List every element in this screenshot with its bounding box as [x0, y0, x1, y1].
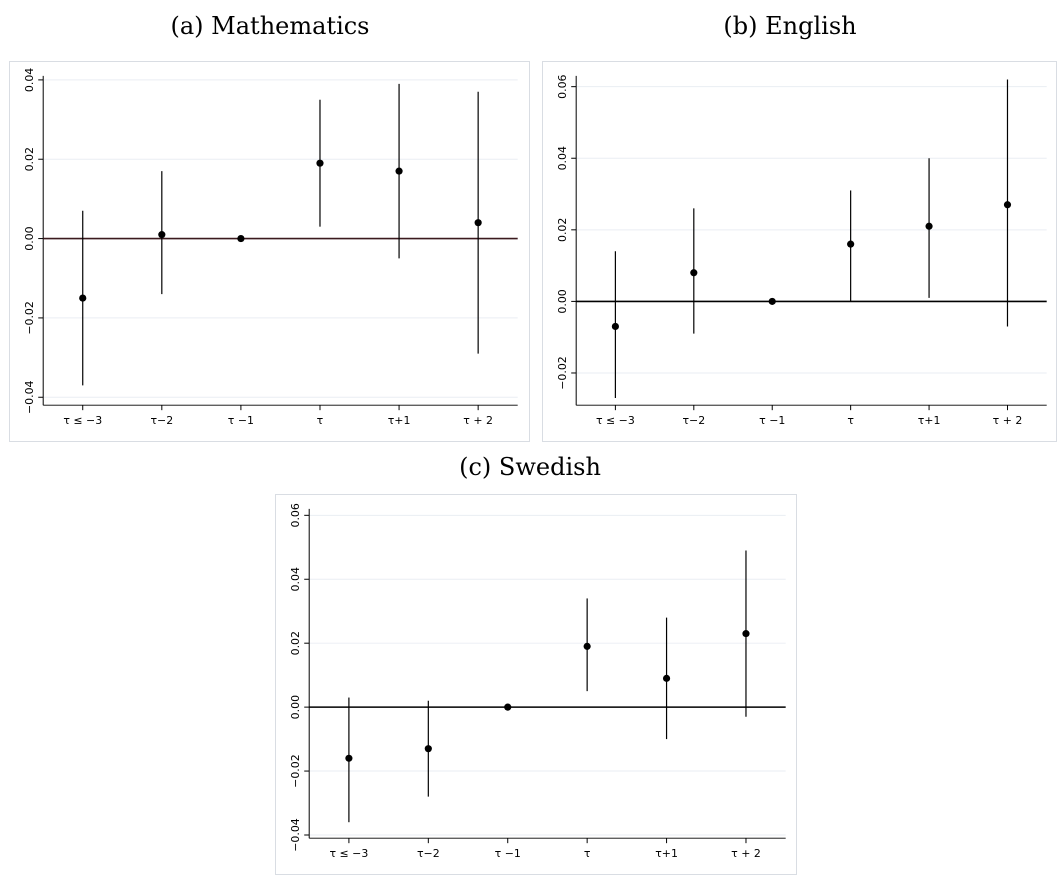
x-tick-label: τ + 2 [993, 414, 1023, 427]
x-tick-label: τ + 2 [463, 414, 493, 427]
estimate-point [768, 297, 776, 305]
estimate-point [611, 322, 619, 331]
y-tick-label: 0.00 [289, 695, 302, 719]
estimate-point [1003, 201, 1012, 209]
x-tick-label: τ ≤ −3 [329, 847, 368, 860]
x-tick-label: τ+1 [918, 414, 941, 427]
estimate-point [690, 269, 698, 277]
chart-frame-english: −0.02 0.00 0.02 0.04 0.06 τ ≤ −3 τ−2 τ −1 τ τ+1 τ … [542, 61, 1057, 442]
x-tick-label: τ [847, 414, 854, 427]
x-tick-label: τ −1 [759, 414, 785, 427]
coefficient-plot-mathematics: −0.04 −0.02 0.00 0.02 0.04 τ ≤ −3 τ−2 τ −1 τ τ+1 τ… [23, 68, 518, 427]
y-tick-label: 0.04 [289, 567, 302, 591]
coefficient-plot-english: −0.02 0.00 0.02 0.04 0.06 τ ≤ −3 τ−2 τ −1 τ τ+1 τ … [556, 74, 1047, 427]
y-tick-label: −0.02 [289, 754, 302, 788]
estimate-point [742, 630, 750, 638]
estimate-point [158, 231, 166, 239]
y-tick-label: 0.04 [23, 68, 36, 92]
x-tick-label: τ−2 [150, 414, 173, 427]
y-tick-label: −0.04 [23, 380, 36, 414]
x-tick-label: τ+1 [388, 414, 411, 427]
estimate-point [847, 240, 855, 248]
y-tick-label: 0.00 [556, 289, 569, 313]
estimate-point [925, 222, 933, 230]
panel-title-swedish: (c) Swedish [459, 453, 601, 481]
x-tick-label: τ ≤ −3 [63, 414, 102, 427]
estimate-point [662, 674, 671, 682]
x-tick-label: τ [584, 847, 591, 860]
y-tick-label: 0.06 [556, 74, 569, 98]
estimate-point [395, 167, 403, 175]
y-tick-label: −0.04 [289, 818, 302, 852]
estimate-point [316, 159, 324, 167]
y-tick-label: −0.02 [556, 356, 569, 390]
panel-title-english: (b) English [723, 12, 857, 40]
estimate-point [504, 703, 512, 711]
estimate-point [424, 745, 432, 753]
y-tick-label: 0.02 [556, 218, 569, 242]
x-tick-label: τ + 2 [731, 847, 761, 860]
estimate-point [345, 754, 353, 762]
panel-title-mathematics: (a) Mathematics [170, 12, 370, 40]
x-tick-label: τ −1 [495, 847, 521, 860]
chart-frame-mathematics: −0.04 −0.02 0.00 0.02 0.04 τ ≤ −3 τ−2 τ −1 τ τ+1 τ… [9, 61, 530, 442]
y-tick-label: 0.02 [289, 631, 302, 655]
coefficient-plot-swedish: −0.04 −0.02 0.00 0.02 0.04 0.06 τ ≤ −3 τ−2 τ −1 τ… [289, 503, 786, 860]
chart-frame-swedish: −0.04 −0.02 0.00 0.02 0.04 0.06 τ ≤ −3 τ−2 τ −1 τ… [275, 494, 797, 875]
x-tick-label: τ −1 [228, 414, 254, 427]
y-tick-label: 0.00 [23, 226, 36, 250]
x-tick-label: τ+1 [655, 847, 678, 860]
x-tick-label: τ−2 [417, 847, 440, 860]
estimate-point [474, 219, 482, 227]
y-tick-label: 0.02 [23, 147, 36, 171]
x-tick-label: τ [317, 414, 324, 427]
estimate-point [237, 234, 245, 243]
x-tick-label: τ−2 [682, 414, 705, 427]
estimate-point [79, 294, 87, 302]
y-tick-label: 0.04 [556, 146, 569, 170]
y-tick-label: 0.06 [289, 503, 302, 527]
y-tick-label: −0.02 [23, 301, 36, 335]
x-tick-label: τ ≤ −3 [596, 414, 635, 427]
estimate-point [583, 642, 591, 650]
